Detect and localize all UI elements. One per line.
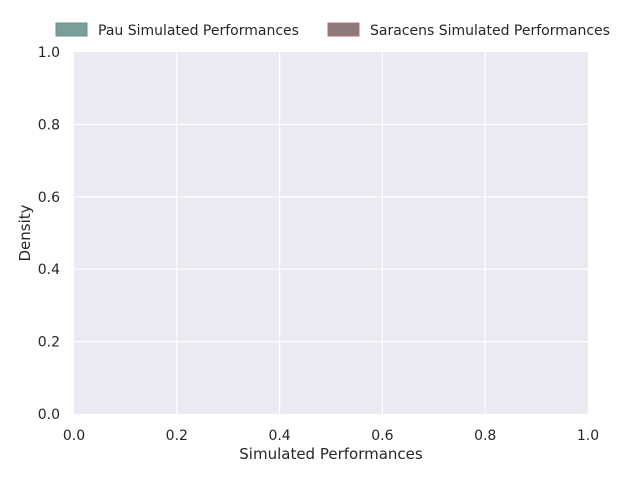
plot-area [74,52,588,414]
y-tick-label: 0.4 [38,262,60,278]
legend-label-pau: Pau Simulated Performances [98,23,299,39]
x-tick-label: 0.4 [268,428,290,444]
x-axis-label: Simulated Performances [239,445,423,463]
x-tick-label: 0.0 [63,428,85,444]
gridlines [74,52,588,414]
legend: Pau Simulated Performances Saracens Simu… [55,22,610,39]
legend-label-saracens: Saracens Simulated Performances [370,23,610,39]
y-tick-label: 0.2 [38,335,60,351]
x-tick-label: 0.8 [474,428,496,444]
y-tick-label: 1.0 [38,45,60,61]
legend-swatch-saracens [327,22,360,37]
y-tick-label: 0.8 [38,117,60,133]
legend-swatch-pau [55,22,88,37]
y-tick-label: 0.0 [38,407,60,423]
x-tick-label: 0.2 [166,428,188,444]
y-tick-label: 0.6 [38,190,60,206]
y-axis-ticks: 0.0 0.2 0.4 0.6 0.8 1.0 [38,45,60,423]
x-tick-label: 0.6 [371,428,393,444]
x-tick-label: 1.0 [577,428,599,444]
x-axis-ticks: 0.0 0.2 0.4 0.6 0.8 1.0 [63,428,599,444]
y-axis-label: Density [16,204,34,261]
